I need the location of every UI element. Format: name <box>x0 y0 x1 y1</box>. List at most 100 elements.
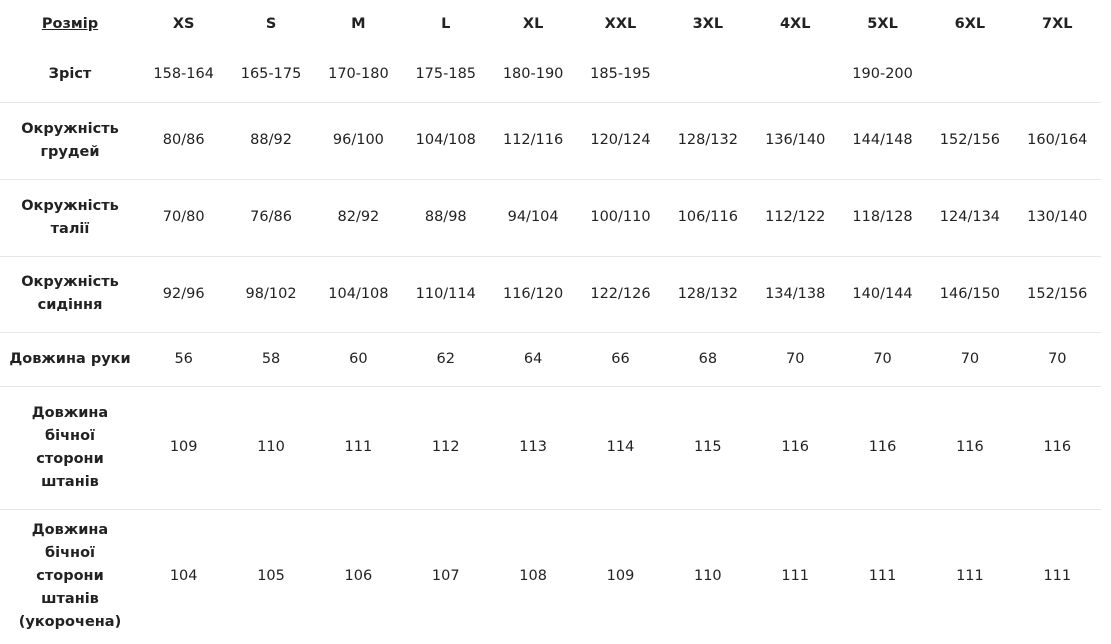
row-label-line: Окружність <box>21 120 119 137</box>
size-header-xl: XL <box>522 15 544 32</box>
value-cell: 115 <box>693 439 722 455</box>
value-cell: 144/148 <box>852 132 913 148</box>
size-header-l: L <box>441 15 451 32</box>
value-cell: 70/80 <box>162 209 205 225</box>
value-cell: 185-195 <box>590 66 651 83</box>
size-header-4xl: 4XL <box>779 15 811 32</box>
value-cell: 58 <box>261 350 281 367</box>
value-cell: 104 <box>169 568 198 585</box>
row-label-line: сидіння <box>37 297 103 313</box>
value-cell: 60 <box>349 350 368 367</box>
value-cell: 92/96 <box>162 285 205 302</box>
row-label: Окружність сидіння <box>0 256 140 332</box>
value-cell: 104/108 <box>328 285 389 302</box>
value-cell: 109 <box>169 439 198 455</box>
table-row: Довжина бічної сторони штанів 109 110 111 112 11… <box>0 386 1101 509</box>
value-cell: 112/116 <box>502 132 564 148</box>
row-label-line: бічної <box>45 545 95 562</box>
value-cell: 68 <box>698 350 718 367</box>
row-label-line: Зріст <box>48 66 92 83</box>
value-cell: 96/100 <box>332 132 384 148</box>
row-label-line: сторони <box>36 568 104 585</box>
value-cell: 94/104 <box>507 209 559 225</box>
value-cell: 128/132 <box>677 132 738 148</box>
value-cell: 111 <box>956 568 984 585</box>
value-cell: 152/156 <box>1027 285 1088 302</box>
value-cell: 108 <box>519 568 547 585</box>
row-label-line: талії <box>50 220 90 237</box>
value-cell: 165-175 <box>240 66 302 83</box>
value-cell: 70 <box>785 350 805 367</box>
value-cell: 136/140 <box>765 132 826 148</box>
table-row: Довжина руки 56 58 60 62 64 66 68 70 70 70 70 <box>0 332 1101 386</box>
merged-value-cell: 190-200 <box>852 66 913 83</box>
table-row: Довжина бічної сторони штанів (укорочена) 104… <box>0 509 1101 644</box>
value-cell: 130/140 <box>1027 209 1088 225</box>
size-header-link[interactable]: Розмір <box>41 15 99 32</box>
size-header-3xl: 3XL <box>692 15 724 32</box>
size-header-5xl: 5XL <box>867 15 898 32</box>
row-label: Довжина бічної сторони штанів (укорочена) <box>0 509 140 644</box>
row-label-line: сторони <box>36 450 104 467</box>
value-cell: 111 <box>781 568 810 585</box>
table-body: Зріст 158-164 165-175 170-180 175-185 180-190… <box>0 48 1101 644</box>
value-cell: 110/114 <box>415 285 476 302</box>
row-label-line: Довжина <box>31 522 109 539</box>
value-cell: 80/86 <box>162 132 205 148</box>
value-cell: 118/128 <box>852 209 913 225</box>
row-label: Зріст <box>0 48 140 102</box>
value-cell: 114 <box>606 439 635 455</box>
value-cell: 116 <box>956 439 984 455</box>
value-cell: 100/110 <box>590 209 651 225</box>
size-header-6xl: 6XL <box>954 15 986 32</box>
value-cell: 113 <box>519 439 547 455</box>
size-header-m: M <box>351 15 366 32</box>
value-cell: 64 <box>523 350 543 367</box>
value-cell: 107 <box>431 568 460 585</box>
value-cell: 106 <box>344 568 373 585</box>
value-cell: 116 <box>1043 439 1072 455</box>
value-cell: 128/132 <box>677 285 738 302</box>
row-label: Окружність талії <box>0 179 140 256</box>
value-cell: 105 <box>257 568 285 585</box>
value-cell: 109 <box>606 568 635 585</box>
value-cell: 82/92 <box>337 209 380 225</box>
row-label-line: грудей <box>40 143 100 160</box>
value-cell: 66 <box>611 350 630 367</box>
value-cell: 70 <box>1048 350 1067 367</box>
value-cell: 98/102 <box>245 285 297 302</box>
size-header-xs: XS <box>172 15 195 32</box>
value-cell: 56 <box>174 350 193 367</box>
value-cell: 62 <box>436 350 455 367</box>
size-header-xxl: XXL <box>604 15 637 32</box>
value-cell: 122/126 <box>590 285 651 302</box>
value-cell: 70 <box>873 350 892 367</box>
value-cell: 76/86 <box>250 209 292 225</box>
value-cell: 70 <box>960 350 980 367</box>
value-cell: 116/120 <box>502 285 564 302</box>
value-cell: 160/164 <box>1027 132 1088 148</box>
value-cell: 170-180 <box>328 66 389 83</box>
value-cell: 152/156 <box>939 132 1001 148</box>
value-cell: 110 <box>257 439 285 455</box>
value-cell: 111 <box>1043 568 1072 585</box>
value-cell: 116 <box>781 439 810 455</box>
row-label-line: (укорочена) <box>18 614 122 631</box>
value-cell: 88/92 <box>250 132 292 148</box>
row-label: Довжина бічної сторони штанів <box>0 386 140 509</box>
value-cell: 134/138 <box>765 285 826 302</box>
value-cell: 110 <box>693 568 722 585</box>
row-label-line: штанів <box>41 473 99 490</box>
row-label: Довжина руки <box>0 332 140 386</box>
value-cell: 146/150 <box>939 285 1001 302</box>
value-cell: 112 <box>431 439 460 455</box>
row-label-line: Окружність <box>21 274 119 290</box>
size-header-s: S <box>265 15 277 32</box>
row-label: Окружність грудей <box>0 102 140 179</box>
value-cell: 88/98 <box>424 209 467 225</box>
table-row: Окружність талії 70/80 76/86 82/92 88/98 94/10… <box>0 179 1101 256</box>
size-header-7xl: 7XL <box>1042 15 1073 32</box>
value-cell: 111 <box>868 568 897 585</box>
value-cell: 140/144 <box>852 285 913 302</box>
row-label-line: бічної <box>45 427 95 444</box>
